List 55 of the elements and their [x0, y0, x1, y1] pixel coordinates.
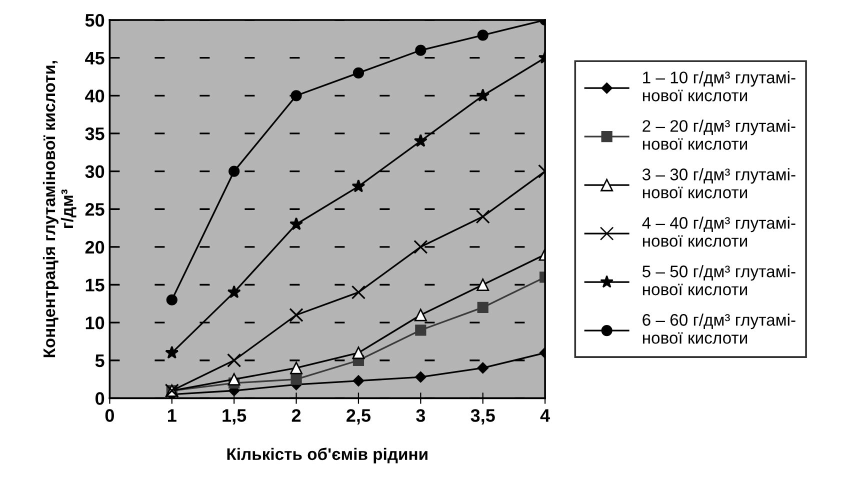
legend-label: 2 – 20 г/дм³ глутамі- нової кислоти — [642, 120, 796, 150]
point — [352, 346, 365, 360]
point — [290, 362, 303, 374]
point — [415, 324, 426, 336]
legend-label: 4 – 40 г/дм³ глутамі- нової кислоти — [642, 216, 796, 247]
point — [414, 308, 427, 322]
y-tick-label: 50 — [85, 14, 104, 27]
y-tick-label: 0 — [96, 392, 104, 405]
y-tick-label: 25 — [85, 203, 104, 216]
y-tick-label: 45 — [85, 52, 104, 65]
point — [227, 285, 241, 298]
x-tick-label: 3 — [416, 409, 426, 422]
point — [476, 278, 490, 291]
legend-label: 1 – 10 г/дм³ глутамі- нової кислоти — [642, 71, 796, 102]
point — [290, 217, 304, 230]
point — [477, 30, 488, 41]
legend-label: 6 – 60 г/дм³ глутамі- нової кислоти — [642, 314, 796, 344]
point — [352, 375, 364, 386]
x-tick-label: 4 — [540, 409, 550, 422]
point — [476, 210, 490, 224]
point — [228, 166, 240, 177]
point — [165, 346, 179, 359]
point — [414, 240, 428, 254]
point — [227, 353, 242, 368]
point — [351, 285, 366, 300]
point — [477, 362, 488, 374]
y-tick-label: 5 — [95, 354, 104, 368]
x-tick-label: 3,5 — [470, 409, 495, 425]
y-tick-label: 35 — [85, 127, 104, 140]
x-tick-label: 1,5 — [222, 409, 246, 425]
point — [290, 90, 302, 102]
x-tick-label: 2,5 — [346, 409, 371, 425]
x-tick-label: 2 — [292, 409, 301, 422]
point — [414, 134, 428, 147]
point — [290, 374, 302, 385]
x-tick-label: 0 — [105, 409, 114, 422]
point — [352, 67, 364, 79]
point — [352, 179, 366, 192]
x-axis-title: Кількість об'ємів рідини — [227, 448, 428, 464]
y-axis-title: Концентрація глутамінової кислоти, г/дм³ — [42, 61, 76, 358]
y-tick-label: 40 — [85, 90, 104, 102]
point — [415, 44, 426, 56]
point — [166, 294, 178, 306]
y-tick-label: 20 — [85, 240, 104, 254]
y-tick-label: 15 — [86, 278, 104, 292]
point — [477, 302, 488, 313]
legend-label: 3 – 30 г/дм³ глутамі- нової кислоти — [642, 168, 796, 198]
point — [476, 88, 490, 102]
x-tick-label: 1 — [168, 409, 176, 422]
point — [228, 373, 240, 386]
y-tick-label: 10 — [86, 316, 104, 330]
y-tick-label: 30 — [85, 165, 104, 178]
point — [289, 308, 304, 322]
legend-label: 5 – 50 г/дм³ глутамі- нової кислоти — [642, 265, 796, 296]
point — [415, 371, 426, 383]
